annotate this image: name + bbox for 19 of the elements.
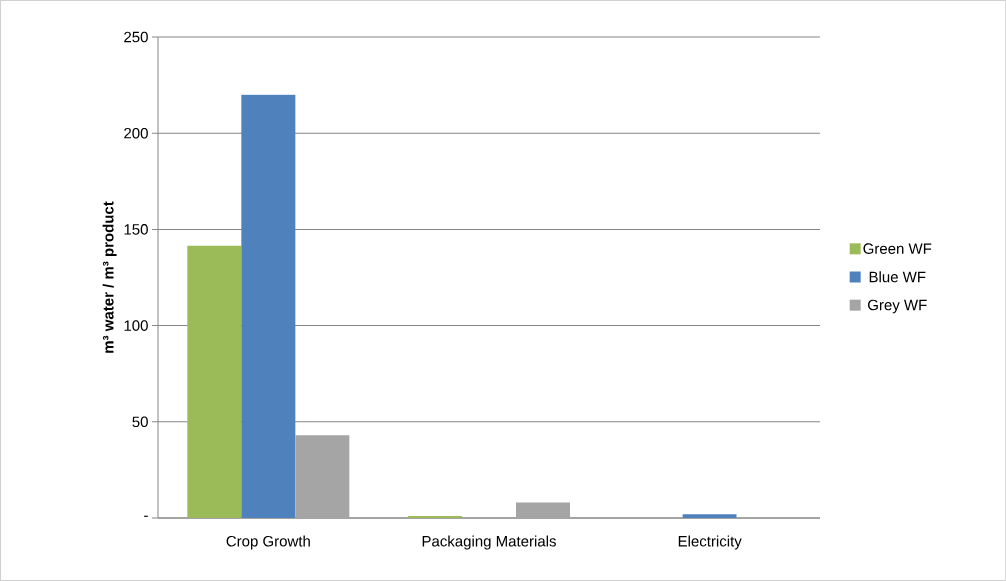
bar [295,435,350,518]
x-tick-label: Packaging Materials [422,535,556,550]
x-tick-label: Electricity [678,535,742,550]
legend-label: Green WF [863,243,932,254]
y-axis-title: m³ water / m³ product [102,201,117,353]
bar [408,515,462,518]
y-tick-label: 200 [124,127,148,139]
legend-label: Blue WF [869,271,926,283]
y-tick-label: 50 [132,416,148,428]
bar [682,514,737,518]
y-tick-label: 250 [124,31,148,43]
legend-label: Grey WF [868,299,927,314]
bar [241,94,296,518]
bar [516,502,571,518]
bar [187,245,242,518]
y-tick-label: 150 [124,224,148,235]
y-tick-label: 100 [124,320,148,331]
y-tick-label: - [144,515,148,517]
x-tick-label: Crop Growth [226,535,310,550]
